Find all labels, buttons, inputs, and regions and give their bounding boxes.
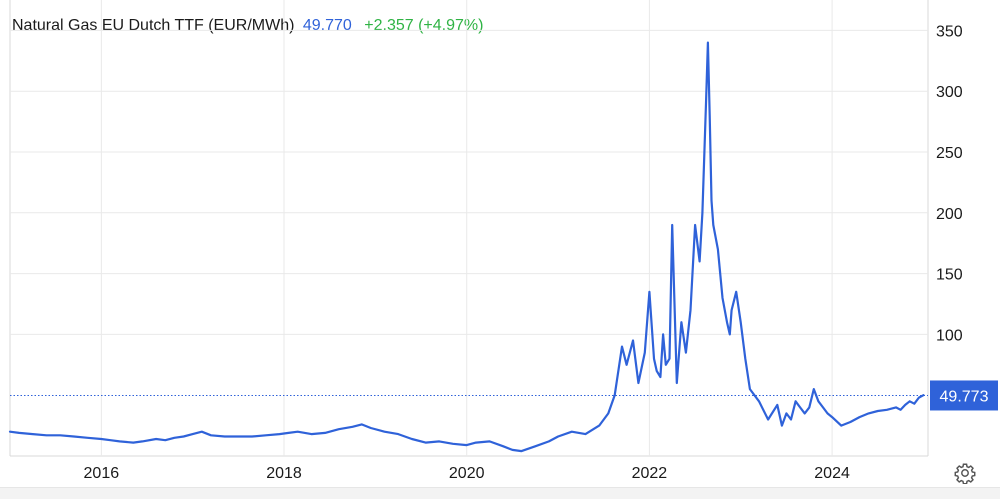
y-tick-label: 350 xyxy=(936,23,963,40)
settings-button[interactable] xyxy=(954,462,976,484)
scroll-strip[interactable] xyxy=(0,487,1000,499)
x-tick-label: 2024 xyxy=(814,465,850,482)
y-tick-label: 150 xyxy=(936,267,963,284)
x-tick-label: 2020 xyxy=(449,465,485,482)
y-tick-label: 200 xyxy=(936,206,963,223)
price-series-line xyxy=(8,41,925,453)
x-tick-label: 2022 xyxy=(632,465,668,482)
y-tick-label: 300 xyxy=(936,84,963,101)
x-tick-label: 2018 xyxy=(266,465,302,482)
gear-icon xyxy=(954,463,976,484)
x-tick-label: 2016 xyxy=(84,465,120,482)
y-tick-label: 100 xyxy=(936,327,963,344)
last-price-tag-label: 49.773 xyxy=(940,388,989,405)
y-tick-label: 250 xyxy=(936,145,963,162)
price-change: +2.357 (+4.97%) xyxy=(364,17,484,34)
instrument-title: Natural Gas EU Dutch TTF (EUR/MWh) xyxy=(12,17,295,34)
last-price-tag xyxy=(930,380,998,411)
last-price: 49.770 xyxy=(302,17,352,34)
chart-header: Natural Gas EU Dutch TTF (EUR/MWh) 49.77… xyxy=(12,17,483,35)
